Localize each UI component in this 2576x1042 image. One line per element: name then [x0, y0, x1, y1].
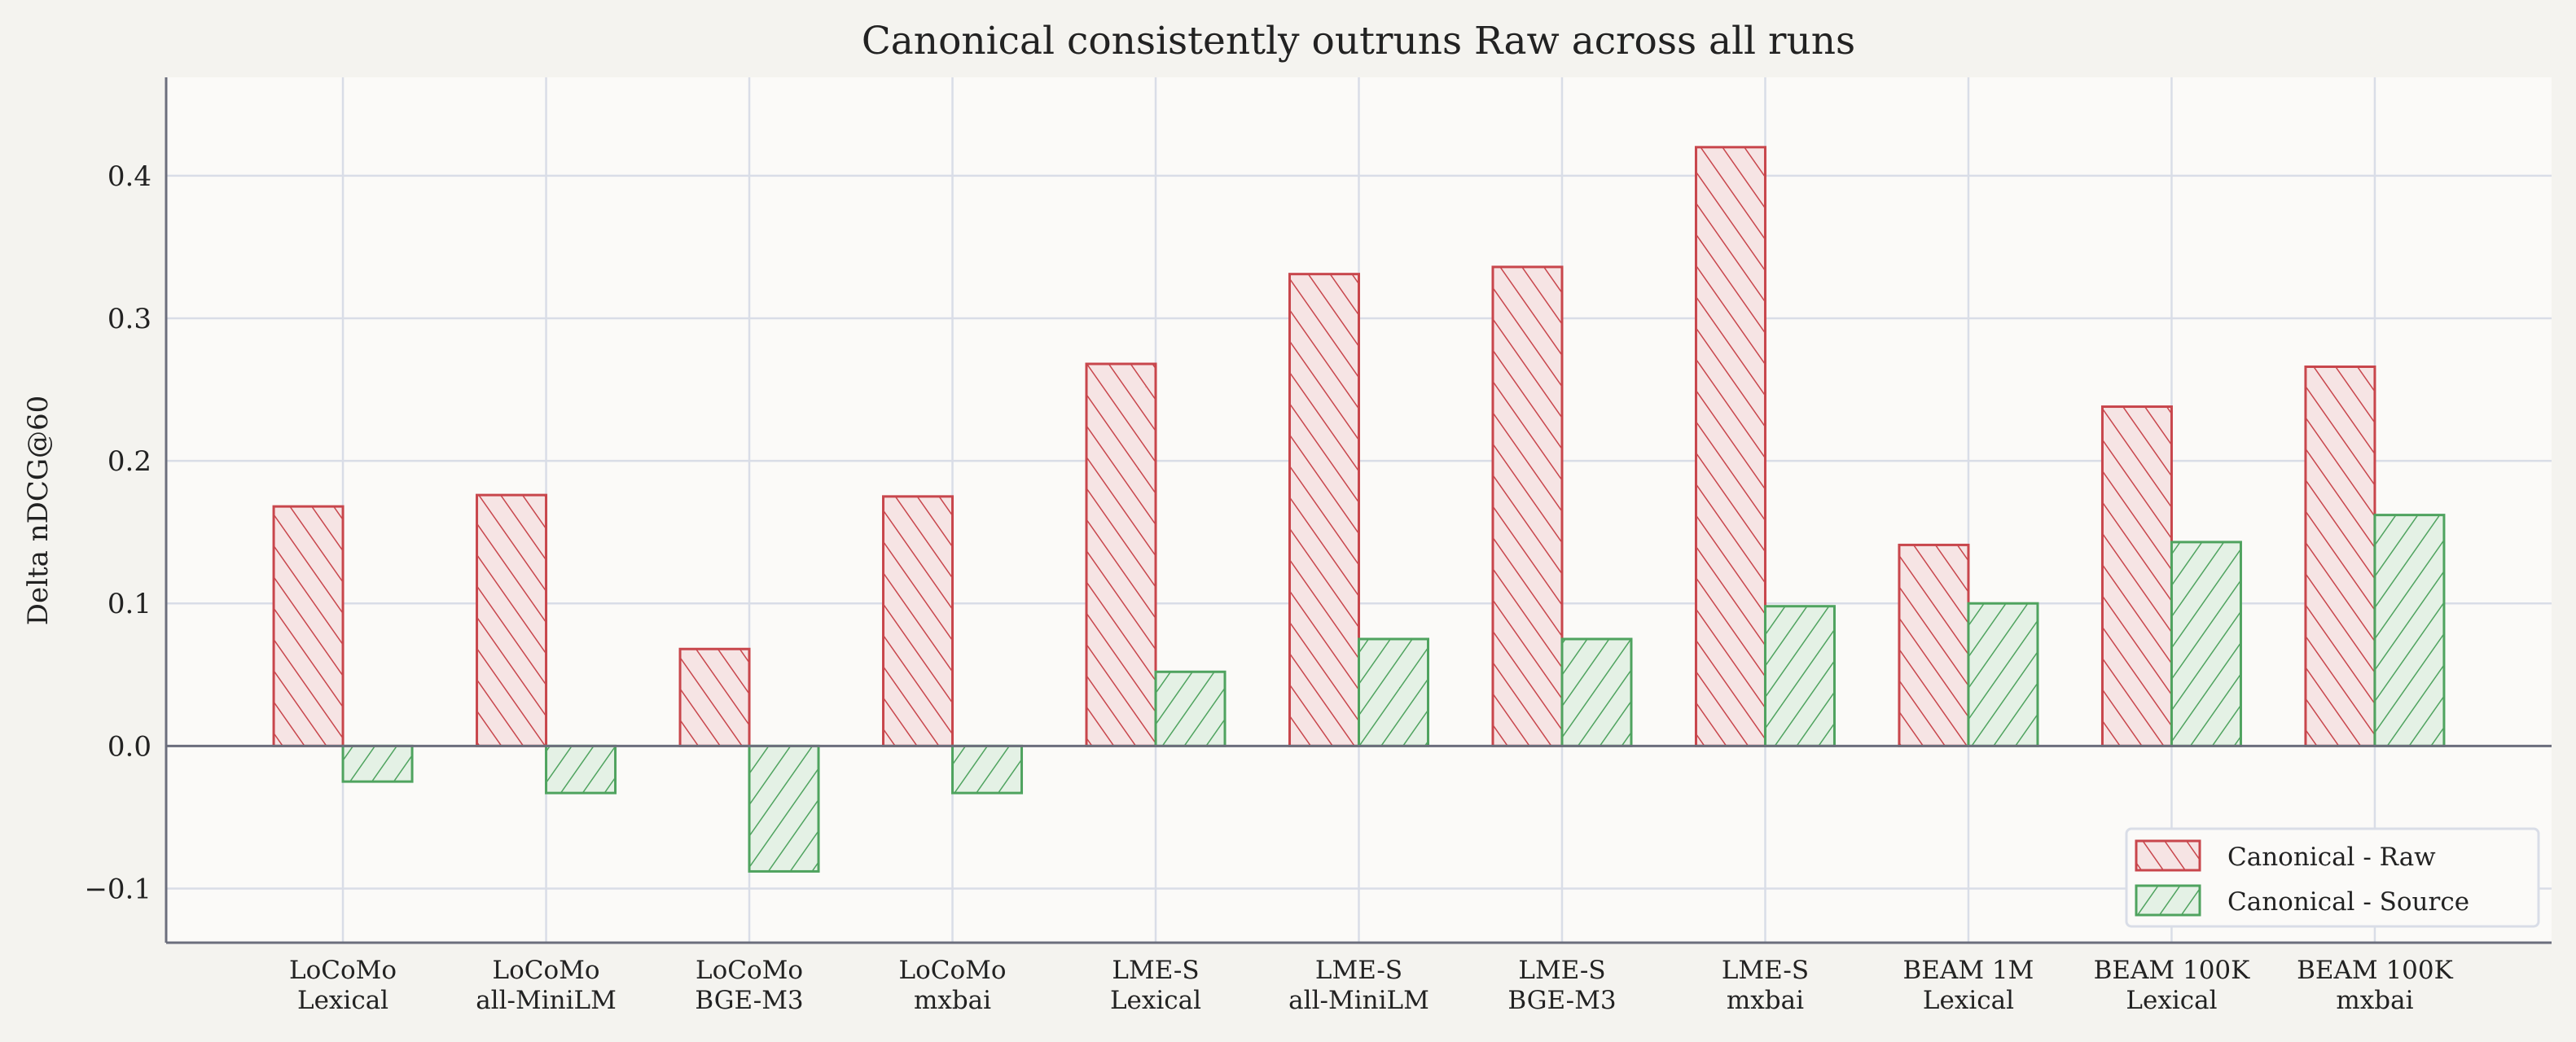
bar-canonical-source	[1358, 637, 1429, 747]
x-tick-line: LoCoMo	[696, 956, 803, 985]
bar-canonical-raw	[272, 505, 344, 747]
x-tick-line: all-MiniLM	[1288, 986, 1429, 1015]
x-tick-line: BEAM 1M	[1903, 956, 2034, 985]
x-tick-label: LME-S mxbai	[1722, 956, 1809, 1015]
x-tick-line: LME-S	[1518, 956, 1605, 985]
x-tick-line: mxbai	[914, 986, 991, 1015]
bar-canonical-raw	[1085, 362, 1157, 747]
legend-label: Canonical - Raw	[2227, 843, 2436, 872]
bar-canonical-raw	[1694, 146, 1766, 747]
bar-canonical-source	[1967, 602, 2039, 747]
x-tick-line: BGE-M3	[695, 986, 803, 1015]
x-tick-line: Lexical	[1923, 986, 2014, 1015]
bar-canonical-source	[1560, 637, 1633, 747]
y-tick-label: 0.0	[108, 730, 151, 763]
legend-swatch	[2135, 884, 2201, 917]
y-axis-label: Delta nDCG@60	[22, 396, 55, 626]
x-tick-label: LoCoMo BGE-M3	[695, 956, 803, 1015]
legend-swatch	[2135, 839, 2201, 872]
x-tick-line: LME-S	[1315, 956, 1402, 985]
bar-canonical-source	[1763, 605, 1836, 747]
bar-canonical-raw	[1288, 273, 1360, 747]
x-tick-line: LoCoMo	[289, 956, 397, 985]
bar-canonical-raw	[1491, 265, 1564, 747]
x-tick-label: LoCoMo Lexical	[289, 956, 397, 1015]
y-tick-label: 0.3	[108, 303, 151, 335]
bar-canonical-source	[341, 744, 414, 783]
x-tick-label: LoCoMo all-MiniLM	[476, 956, 617, 1015]
x-tick-label: LME-S all-MiniLM	[1288, 956, 1429, 1015]
y-tick-label: 0.1	[108, 588, 151, 620]
x-tick-line: BEAM 100K	[2094, 956, 2251, 985]
legend: Canonical - Raw Canonical - Source	[2125, 827, 2540, 928]
x-tick-line: LoCoMo	[493, 956, 600, 985]
bar-canonical-raw	[2100, 405, 2173, 747]
x-tick-line: mxbai	[2336, 986, 2413, 1015]
x-tick-line: LME-S	[1112, 956, 1199, 985]
bar-canonical-raw	[476, 493, 548, 747]
x-tick-label: BEAM 100K mxbai	[2297, 956, 2454, 1015]
x-tick-line: LME-S	[1722, 956, 1809, 985]
x-tick-line: BEAM 100K	[2297, 956, 2454, 985]
x-tick-label: LME-S BGE-M3	[1507, 956, 1616, 1015]
chart-title: Canonical consistently outruns Raw acros…	[862, 19, 1855, 63]
x-tick-label: LoCoMo mxbai	[898, 956, 1006, 1015]
x-tick-line: Lexical	[297, 986, 388, 1015]
bar-canonical-raw	[882, 495, 954, 747]
x-tick-label: BEAM 100K Lexical	[2094, 956, 2251, 1015]
x-tick-label: BEAM 1M Lexical	[1903, 956, 2034, 1015]
bar-canonical-raw	[678, 647, 751, 747]
bar-canonical-source	[951, 744, 1024, 795]
y-tick-label: −0.1	[84, 873, 151, 905]
x-tick-line: LoCoMo	[898, 956, 1006, 985]
bar-canonical-source	[1154, 670, 1227, 747]
bar-canonical-source	[2373, 514, 2446, 747]
x-tick-label: LME-S Lexical	[1110, 956, 1201, 1015]
x-tick-line: Lexical	[2126, 986, 2217, 1015]
legend-box	[2125, 827, 2540, 928]
bar-canonical-source	[545, 744, 617, 795]
x-tick-line: BGE-M3	[1507, 986, 1616, 1015]
bar-canonical-source	[2170, 541, 2242, 747]
bar-canonical-raw	[2304, 366, 2376, 747]
y-tick-label: 0.4	[108, 160, 151, 193]
bar-canonical-raw	[1898, 543, 1970, 747]
y-tick-label: 0.2	[108, 445, 151, 478]
x-tick-line: all-MiniLM	[476, 986, 617, 1015]
x-tick-line: Lexical	[1110, 986, 1201, 1015]
bar-canonical-source	[748, 744, 820, 873]
legend-label: Canonical - Source	[2227, 887, 2469, 917]
x-tick-line: mxbai	[1727, 986, 1804, 1015]
